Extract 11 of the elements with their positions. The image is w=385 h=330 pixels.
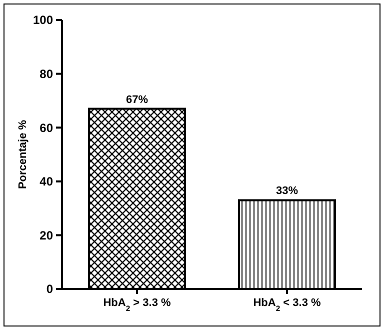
data-label: 33% <box>276 185 298 198</box>
y-tick-label: 80 <box>40 67 54 81</box>
x-tick-label: HbA$_{2}$ > 3.3 % <box>103 297 171 312</box>
y-tick-label: 40 <box>40 174 54 189</box>
y-axis-title: Porcentaje % <box>17 120 29 190</box>
y-tick-label: 100 <box>32 13 54 28</box>
y-tick-label: 0 <box>46 282 54 296</box>
x-tick-label: HbA$_{2}$ < 3.3 % <box>253 297 321 312</box>
y-tick-label: 60 <box>40 120 54 135</box>
y-tick-label: 20 <box>40 228 54 242</box>
data-label: 67% <box>126 94 148 106</box>
